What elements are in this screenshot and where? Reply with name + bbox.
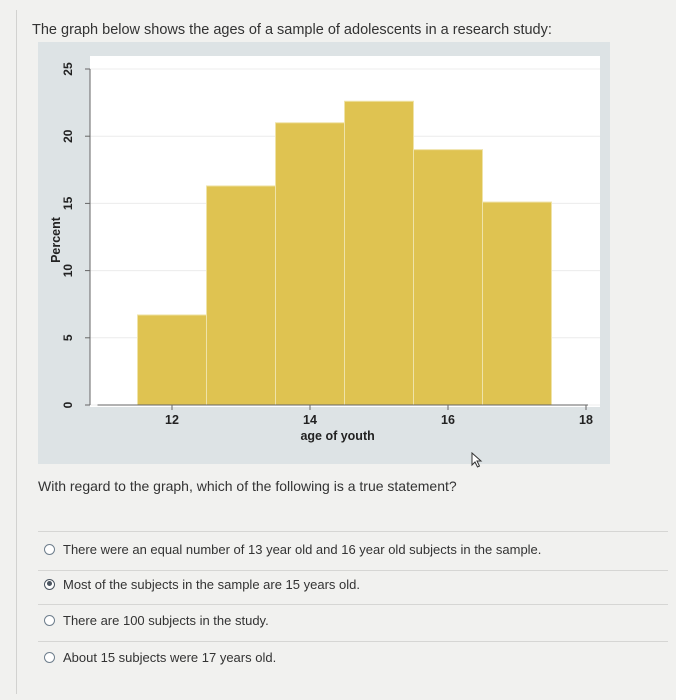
- divider: [38, 531, 668, 532]
- x-tick-label: 14: [303, 413, 317, 427]
- option-2[interactable]: Most of the subjects in the sample are 1…: [44, 574, 360, 594]
- option-label: There are 100 subjects in the study.: [63, 612, 269, 628]
- y-tick-label: 5: [61, 334, 75, 341]
- histogram-chart: 0 5 10 15 20 25 Percent 12 14 16 18 age of youth: [49, 56, 600, 443]
- option-label: About 15 subjects were 17 years old.: [63, 649, 277, 665]
- histogram-bar: [137, 314, 207, 406]
- radio-button[interactable]: [44, 614, 55, 626]
- radio-button[interactable]: [44, 651, 55, 663]
- radio-button[interactable]: [44, 543, 55, 555]
- histogram-bar: [413, 149, 483, 406]
- x-tick-label: 18: [579, 413, 593, 427]
- histogram-bar: [206, 185, 276, 406]
- mouse-cursor-icon: [471, 452, 483, 468]
- option-4[interactable]: About 15 subjects were 17 years old.: [44, 647, 276, 667]
- y-axis-label: Percent: [49, 216, 63, 263]
- x-tick-label: 12: [165, 413, 179, 427]
- histogram-panel: 0 5 10 15 20 25 Percent 12 14 16 18 age of youth: [38, 42, 610, 464]
- x-axis-label: age of youth: [300, 429, 374, 443]
- divider: [38, 570, 668, 571]
- histogram-bar: [482, 201, 552, 406]
- y-tick-label: 20: [61, 129, 75, 143]
- option-3[interactable]: There are 100 subjects in the study.: [44, 610, 269, 630]
- radio-button-selected[interactable]: [44, 578, 55, 590]
- option-label: There were an equal number of 13 year ol…: [63, 541, 542, 557]
- histogram-bar: [344, 100, 414, 406]
- y-tick-label: 10: [61, 264, 75, 278]
- y-tick-label: 25: [61, 62, 75, 76]
- divider: [38, 641, 668, 642]
- divider: [38, 604, 668, 605]
- y-tick-label: 15: [61, 196, 75, 210]
- option-label: Most of the subjects in the sample are 1…: [63, 576, 360, 592]
- x-tick-label: 16: [441, 413, 455, 427]
- intro-text: The graph below shows the ages of a samp…: [32, 22, 552, 38]
- histogram-bar: [275, 122, 345, 406]
- option-1[interactable]: There were an equal number of 13 year ol…: [44, 539, 541, 559]
- y-tick-label: 0: [61, 401, 75, 408]
- question-text: With regard to the graph, which of the f…: [38, 478, 457, 494]
- question-frame: [16, 10, 669, 694]
